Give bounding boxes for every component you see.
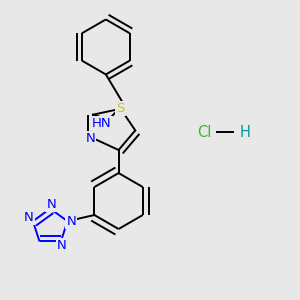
Text: HN: HN xyxy=(92,117,112,130)
Text: N: N xyxy=(85,132,95,145)
Text: S: S xyxy=(116,102,125,115)
Text: N: N xyxy=(57,239,67,252)
Text: N: N xyxy=(46,198,56,211)
Text: N: N xyxy=(24,211,34,224)
Text: H: H xyxy=(240,125,250,140)
Text: Cl: Cl xyxy=(197,125,211,140)
Text: N: N xyxy=(67,215,76,228)
